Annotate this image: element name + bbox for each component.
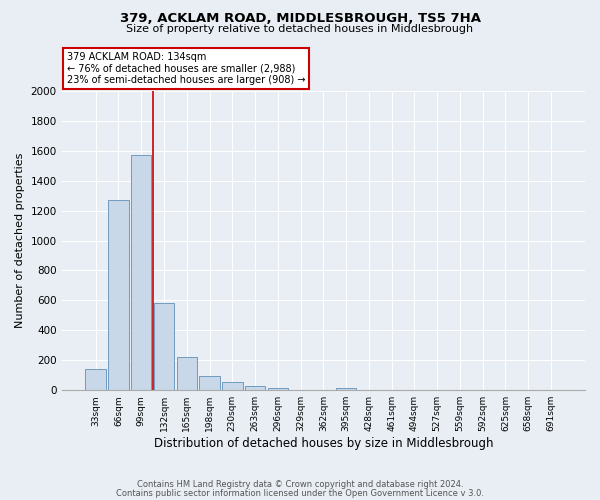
- X-axis label: Distribution of detached houses by size in Middlesbrough: Distribution of detached houses by size …: [154, 437, 493, 450]
- Bar: [131, 156, 151, 390]
- Bar: [245, 386, 265, 390]
- Text: Contains public sector information licensed under the Open Government Licence v : Contains public sector information licen…: [116, 488, 484, 498]
- Bar: [268, 388, 288, 390]
- Text: 379 ACKLAM ROAD: 134sqm
← 76% of detached houses are smaller (2,988)
23% of semi: 379 ACKLAM ROAD: 134sqm ← 76% of detache…: [67, 52, 305, 85]
- Y-axis label: Number of detached properties: Number of detached properties: [15, 153, 25, 328]
- Bar: [154, 304, 174, 390]
- Bar: [108, 200, 129, 390]
- Bar: [85, 370, 106, 390]
- Text: Contains HM Land Registry data © Crown copyright and database right 2024.: Contains HM Land Registry data © Crown c…: [137, 480, 463, 489]
- Bar: [176, 358, 197, 390]
- Text: 379, ACKLAM ROAD, MIDDLESBROUGH, TS5 7HA: 379, ACKLAM ROAD, MIDDLESBROUGH, TS5 7HA: [119, 12, 481, 26]
- Bar: [336, 388, 356, 390]
- Bar: [222, 382, 242, 390]
- Text: Size of property relative to detached houses in Middlesbrough: Size of property relative to detached ho…: [127, 24, 473, 34]
- Bar: [199, 376, 220, 390]
